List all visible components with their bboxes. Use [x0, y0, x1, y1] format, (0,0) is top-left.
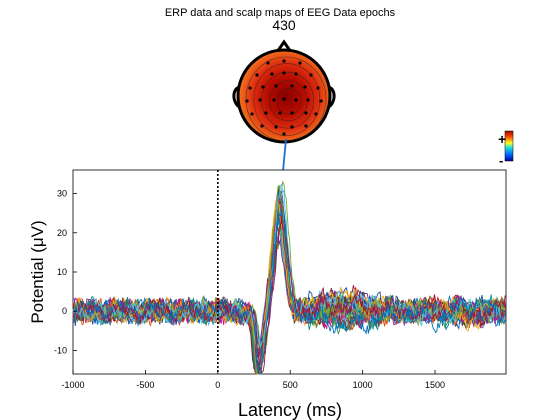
electrode-dot: [282, 132, 286, 136]
electrode-dot: [274, 125, 278, 129]
scalp-colorbar: + -: [498, 130, 514, 168]
x-tick-label: -1000: [61, 380, 84, 390]
y-tick-label: -10: [54, 345, 67, 355]
electrode-dot: [290, 84, 294, 88]
colorbar-minus-label: -: [499, 153, 503, 168]
electrode-dot: [248, 86, 252, 90]
electrode-dot: [266, 61, 270, 65]
electrode-dot: [272, 98, 276, 102]
y-tick-label: 10: [57, 267, 67, 277]
electrode-dot: [314, 112, 318, 116]
electrode-dot: [264, 111, 268, 115]
electrode-dot: [298, 61, 302, 65]
scalp-contour-line: [261, 71, 314, 129]
scalp-map: [232, 39, 336, 144]
x-tick-label: 1000: [353, 380, 373, 390]
scalp-map-latency-label: 430: [272, 17, 296, 33]
erp-plot-area: -1000 -500 0 500 1000 1500 -10 0 10 20 30: [54, 169, 507, 390]
electrode-dot: [278, 111, 282, 115]
scalp-contour-line: [276, 88, 302, 115]
scalp-contour-line: [253, 63, 321, 136]
erp-traces: [72, 180, 506, 376]
colorbar-gradient: [504, 130, 514, 162]
electrode-dot: [274, 84, 278, 88]
x-tick-label: -500: [136, 380, 154, 390]
colorbar-plus-label: +: [498, 131, 506, 147]
x-axis-label: Latency (ms): [238, 400, 342, 420]
x-tick-label: 500: [283, 380, 298, 390]
x-tick-label: 1500: [425, 380, 445, 390]
electrode-dot: [294, 98, 298, 102]
electrode-dot: [255, 73, 259, 77]
erp-channel-trace: [72, 209, 506, 375]
electrode-dot: [304, 111, 308, 115]
electrode-dot: [261, 85, 265, 89]
electrode-dot: [260, 124, 264, 128]
electrode-dot: [294, 72, 298, 76]
y-tick-label: 20: [57, 228, 67, 238]
electrode-dot: [250, 112, 254, 116]
electrode-dot: [290, 111, 294, 115]
electrode-dot: [282, 59, 286, 63]
electrode-dot: [290, 125, 294, 129]
y-ticks: -10 0 10 20 30: [54, 189, 77, 355]
electrode-dot: [245, 99, 249, 103]
electrode-dot: [304, 124, 308, 128]
electrode-dot: [258, 98, 262, 102]
electrode-dot: [316, 86, 320, 90]
scalp-map-nose: [275, 39, 293, 53]
electrode-dot: [282, 97, 286, 101]
electrode-dot: [282, 71, 286, 75]
x-ticks: -1000 -500 0 500 1000 1500: [61, 370, 445, 390]
y-tick-label: 0: [62, 306, 67, 316]
electrode-dot: [306, 98, 310, 102]
y-axis-label: Potential (μV): [28, 220, 47, 323]
electrode-dot: [319, 99, 323, 103]
figure-title: ERP data and scalp maps of EEG Data epoc…: [165, 7, 396, 19]
electrode-dot: [309, 73, 313, 77]
x-tick-label: 0: [215, 380, 220, 390]
electrode-dot: [270, 72, 274, 76]
y-tick-label: 30: [57, 189, 67, 199]
scalp-map-electrodes: [245, 59, 323, 136]
plot-frame: [72, 169, 507, 375]
electrode-dot: [303, 85, 307, 89]
